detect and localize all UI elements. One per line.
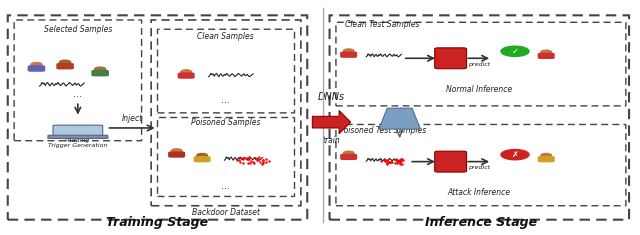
Circle shape <box>541 50 552 54</box>
Text: Selected Samples: Selected Samples <box>44 25 112 34</box>
FancyBboxPatch shape <box>340 154 357 160</box>
FancyBboxPatch shape <box>538 53 555 59</box>
Text: Inject: Inject <box>122 114 143 123</box>
Text: ...: ... <box>74 89 83 99</box>
FancyBboxPatch shape <box>538 156 555 162</box>
Text: Padding
Trigger Generation: Padding Trigger Generation <box>48 138 108 149</box>
Text: Poisoned Test Samples: Poisoned Test Samples <box>339 126 426 135</box>
Text: train: train <box>323 136 340 145</box>
Text: Training Stage: Training Stage <box>106 216 209 229</box>
FancyBboxPatch shape <box>53 125 102 137</box>
Text: Normal Inference: Normal Inference <box>446 85 513 94</box>
Text: Clean Test Samples: Clean Test Samples <box>345 20 420 29</box>
Text: Clean Samples: Clean Samples <box>197 32 254 41</box>
Text: Inference Stage: Inference Stage <box>424 216 537 229</box>
FancyBboxPatch shape <box>48 135 108 138</box>
FancyBboxPatch shape <box>435 151 467 172</box>
Circle shape <box>60 60 70 64</box>
Circle shape <box>541 153 552 157</box>
FancyBboxPatch shape <box>92 70 109 76</box>
FancyBboxPatch shape <box>178 72 195 79</box>
Text: predict: predict <box>468 165 490 170</box>
FancyBboxPatch shape <box>28 65 45 72</box>
Circle shape <box>95 67 106 71</box>
Text: predict: predict <box>468 62 490 67</box>
Circle shape <box>172 149 182 153</box>
Text: Poisoned Samples: Poisoned Samples <box>191 118 260 127</box>
FancyBboxPatch shape <box>56 63 74 69</box>
Circle shape <box>181 70 191 74</box>
Text: ✗: ✗ <box>511 150 518 159</box>
Text: DNNs: DNNs <box>318 92 345 102</box>
Circle shape <box>31 63 42 67</box>
FancyBboxPatch shape <box>340 51 357 58</box>
FancyBboxPatch shape <box>194 156 211 162</box>
FancyBboxPatch shape <box>168 151 185 158</box>
Text: ...: ... <box>221 181 230 191</box>
Circle shape <box>501 46 529 56</box>
Polygon shape <box>312 110 351 134</box>
Circle shape <box>343 151 354 155</box>
Text: ...: ... <box>221 95 230 105</box>
Text: ✓: ✓ <box>511 47 518 56</box>
Text: Backdoor Dataset: Backdoor Dataset <box>192 208 260 217</box>
Text: Attack Inference: Attack Inference <box>448 188 511 197</box>
Circle shape <box>343 49 354 53</box>
FancyBboxPatch shape <box>435 48 467 69</box>
Polygon shape <box>379 108 420 129</box>
Circle shape <box>196 153 207 157</box>
Circle shape <box>501 149 529 160</box>
